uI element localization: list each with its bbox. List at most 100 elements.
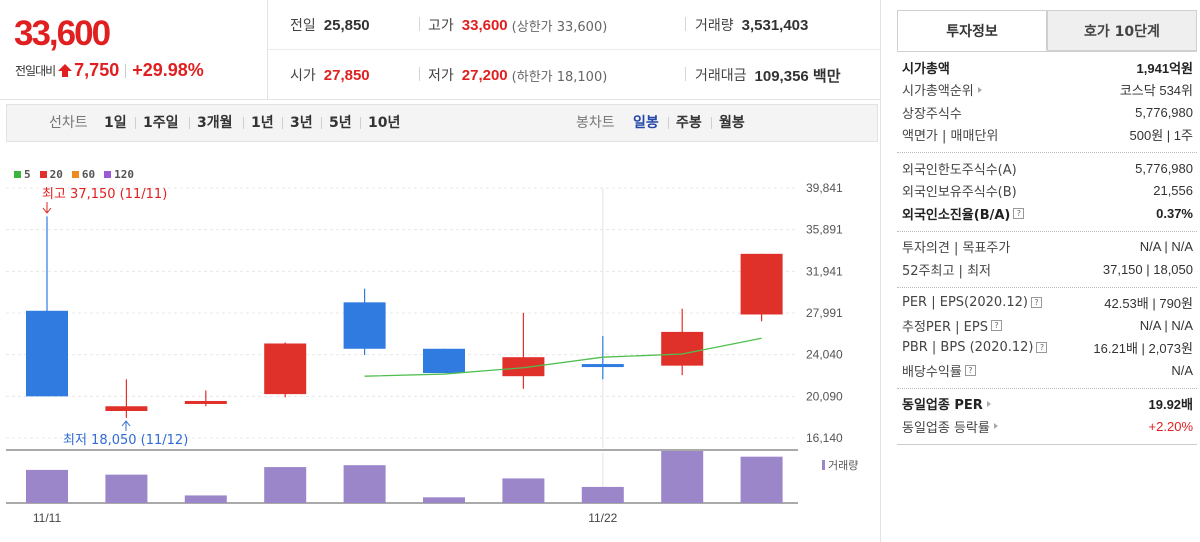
info-row: 시가총액순위 코스닥 534위: [902, 79, 1193, 102]
y-tick-label: 20,090: [806, 389, 843, 403]
up-arrow-icon: [58, 64, 73, 77]
candle-body: [502, 357, 545, 377]
volume-bar: [581, 486, 624, 503]
period-3y[interactable]: 3년: [290, 115, 313, 131]
low-price: 저가 27,200 (하한가 18,100): [428, 50, 607, 100]
info-row: 동일업종 등락률 +2.20%: [902, 415, 1193, 438]
candle-body: [105, 406, 148, 411]
price-change: 전일대비 7,750 +29.98%: [15, 60, 204, 81]
change-label: 전일대비: [15, 64, 56, 78]
period-10y[interactable]: 10년: [368, 115, 401, 131]
help-icon[interactable]: ?: [964, 364, 976, 376]
legend-swatch: [39, 171, 47, 178]
min-arrow-icon: [121, 420, 131, 427]
change-value: 7,750: [74, 60, 120, 80]
y-tick-label: 35,891: [806, 223, 843, 237]
divider: [360, 117, 361, 129]
divider: [668, 117, 669, 129]
info-value: 42.53배 | 790원: [1104, 296, 1193, 312]
divider: [685, 17, 686, 31]
period-1y[interactable]: 1년: [251, 115, 274, 131]
legend-swatch: [104, 171, 112, 178]
help-icon[interactable]: ?: [1030, 297, 1042, 309]
help-icon[interactable]: ?: [1013, 207, 1025, 219]
max-arrow-icon: [42, 207, 52, 214]
volume-legend-label: 거래량: [828, 459, 858, 472]
info-value: +2.20%: [1148, 418, 1193, 434]
candle-body: [184, 400, 227, 404]
info-section: PER | EPS(2020.12)? 42.53배 | 790원 추정PER | …: [897, 288, 1197, 389]
info-value: N/A: [1171, 362, 1193, 378]
x-tick-label: 11/11: [33, 511, 62, 525]
info-section: 외국인한도주식수(A) 5,776,980 외국인보유주식수(B) 21,556 외국인…: [897, 153, 1197, 232]
volume-bar: [343, 465, 386, 503]
info-row: 액면가 | 매매단위 500원 | 1주: [902, 124, 1193, 147]
quote-row: 시가 27,850 저가 27,200 (하한가 18,100) 거래대금 10…: [268, 50, 880, 100]
info-row: 외국인소진율(B/A)? 0.37%: [902, 202, 1193, 225]
legend-ma60: 60: [71, 168, 96, 181]
info-section: 투자의견 | 목표주가 N/A | N/A 52주최고 | 최저 37,150 | 1…: [897, 232, 1197, 288]
prev-close-label: 전일: [290, 18, 316, 34]
info-row: 상장주식수 5,776,980: [902, 101, 1193, 124]
divider: [135, 117, 136, 129]
candle-weekly[interactable]: 주봉: [676, 115, 702, 131]
info-row: 외국인한도주식수(A) 5,776,980: [902, 157, 1193, 180]
period-3m[interactable]: 3개월: [197, 115, 233, 131]
high-price: 고가 33,600 (상한가 33,600): [428, 0, 607, 50]
caret-right-icon: [993, 423, 998, 430]
info-row: 추정PER | EPS? N/A | N/A: [902, 314, 1193, 337]
legend-swatch: [14, 171, 21, 178]
period-1d[interactable]: 1일: [104, 115, 127, 131]
quote-summary: 전일 25,850 고가 33,600 (상한가 33,600) 거래량 3,5…: [268, 0, 880, 100]
min-price-label: 최저 18,050 (11/12): [63, 433, 188, 448]
volume-value: 3,531,403: [741, 16, 809, 34]
info-row: PBR | BPS (2020.12)? 16.21배 | 2,073원: [902, 337, 1193, 360]
tab-orderbook-10[interactable]: 호가 10단계: [1047, 10, 1197, 51]
period-5y[interactable]: 5년: [329, 115, 352, 131]
help-icon[interactable]: ?: [990, 319, 1002, 331]
y-tick-label: 16,140: [806, 431, 843, 445]
candle-daily[interactable]: 일봉: [633, 115, 659, 131]
period-1w[interactable]: 1주일: [143, 115, 179, 131]
ma5-line: [364, 337, 762, 377]
upper-limit: (상한가 33,600): [511, 19, 608, 35]
chart-period-bar: 선차트 1일 1주일 3개월 1년 3년 5년 10년 봉차트 일봉 주봉 월봉: [6, 104, 878, 142]
amount-value: 109,356 백만: [754, 67, 841, 85]
candle-body: [661, 331, 704, 366]
panel-tabs: 투자정보 호가 10단계: [897, 10, 1197, 51]
volume-bar: [502, 478, 545, 503]
max-price-label: 최고 37,150 (11/11): [42, 187, 167, 202]
change-percent: +29.98%: [132, 60, 204, 80]
volume-label: 거래량: [695, 18, 734, 34]
info-key: 시가총액: [902, 61, 950, 77]
volume-bar: [184, 495, 227, 503]
legend-label: 20: [49, 168, 63, 181]
legend-ma20: 20: [39, 168, 63, 181]
tab-invest-info[interactable]: 투자정보: [897, 10, 1047, 51]
legend-swatch: [71, 171, 79, 178]
divider: [711, 117, 712, 129]
info-key: 액면가 | 매매단위: [902, 129, 999, 145]
candlestick-chart[interactable]: 39,841 35,891 31,941 27,991 24,040 20,090 16,1…: [0, 150, 880, 542]
info-key[interactable]: 시가총액순위: [902, 80, 982, 99]
open-price: 시가 27,850: [290, 50, 370, 100]
info-key: 상장주식수: [902, 106, 962, 122]
y-tick-label: 24,040: [806, 348, 843, 362]
divider: [419, 67, 420, 81]
candle-body: [581, 364, 624, 368]
volume-bar: [661, 451, 704, 503]
info-value: 21,556: [1153, 183, 1193, 199]
info-section: 시가총액 1,941억원 시가총액순위 코스닥 534위 상장주식수 5,776,980 액…: [897, 52, 1197, 153]
info-value: 코스닥 534위: [1119, 83, 1193, 99]
info-key[interactable]: 동일업종 PER: [902, 394, 991, 413]
info-key[interactable]: 동일업종 등락률: [902, 417, 998, 436]
info-key: PBR | BPS (2020.12)?: [902, 340, 1048, 355]
info-value: 0.37%: [1156, 205, 1193, 221]
candle-monthly[interactable]: 월봉: [719, 115, 745, 131]
open-value: 27,850: [323, 66, 370, 84]
help-icon[interactable]: ?: [1036, 342, 1048, 354]
price-chart[interactable]: 5 20 60 120 39,841 35,891 31,941 27,991 24,0…: [0, 150, 880, 542]
legend-label: 60: [81, 168, 96, 181]
low-value: 27,200: [461, 66, 508, 84]
